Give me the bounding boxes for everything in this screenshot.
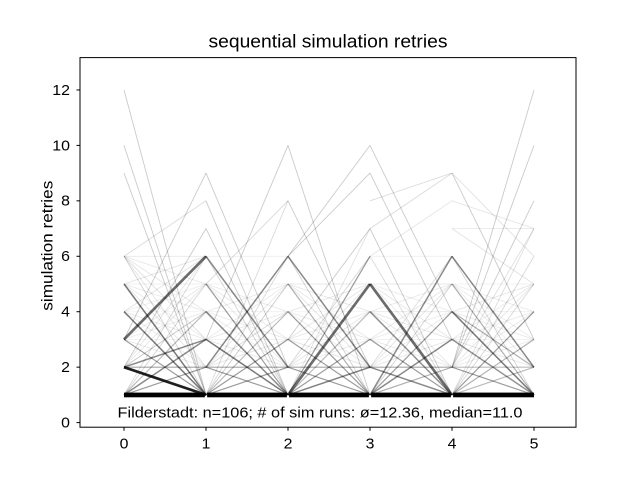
svg-text:0: 0 [120,435,129,452]
svg-text:Filderstadt: n=106; # of sim r: Filderstadt: n=106; # of sim runs: ø=12.… [118,405,523,422]
svg-text:1: 1 [202,435,211,452]
svg-text:0: 0 [61,415,70,432]
svg-text:2: 2 [284,435,293,452]
svg-text:sequential simulation retries: sequential simulation retries [209,32,448,52]
svg-text:2: 2 [61,359,70,376]
svg-text:3: 3 [366,435,375,452]
svg-text:12: 12 [52,82,70,99]
svg-text:5: 5 [530,435,539,452]
svg-text:simulation retries: simulation retries [40,181,57,311]
svg-text:10: 10 [52,137,70,154]
svg-text:6: 6 [61,248,70,265]
svg-text:4: 4 [448,435,457,452]
svg-text:4: 4 [61,304,70,321]
svg-text:8: 8 [61,193,70,210]
